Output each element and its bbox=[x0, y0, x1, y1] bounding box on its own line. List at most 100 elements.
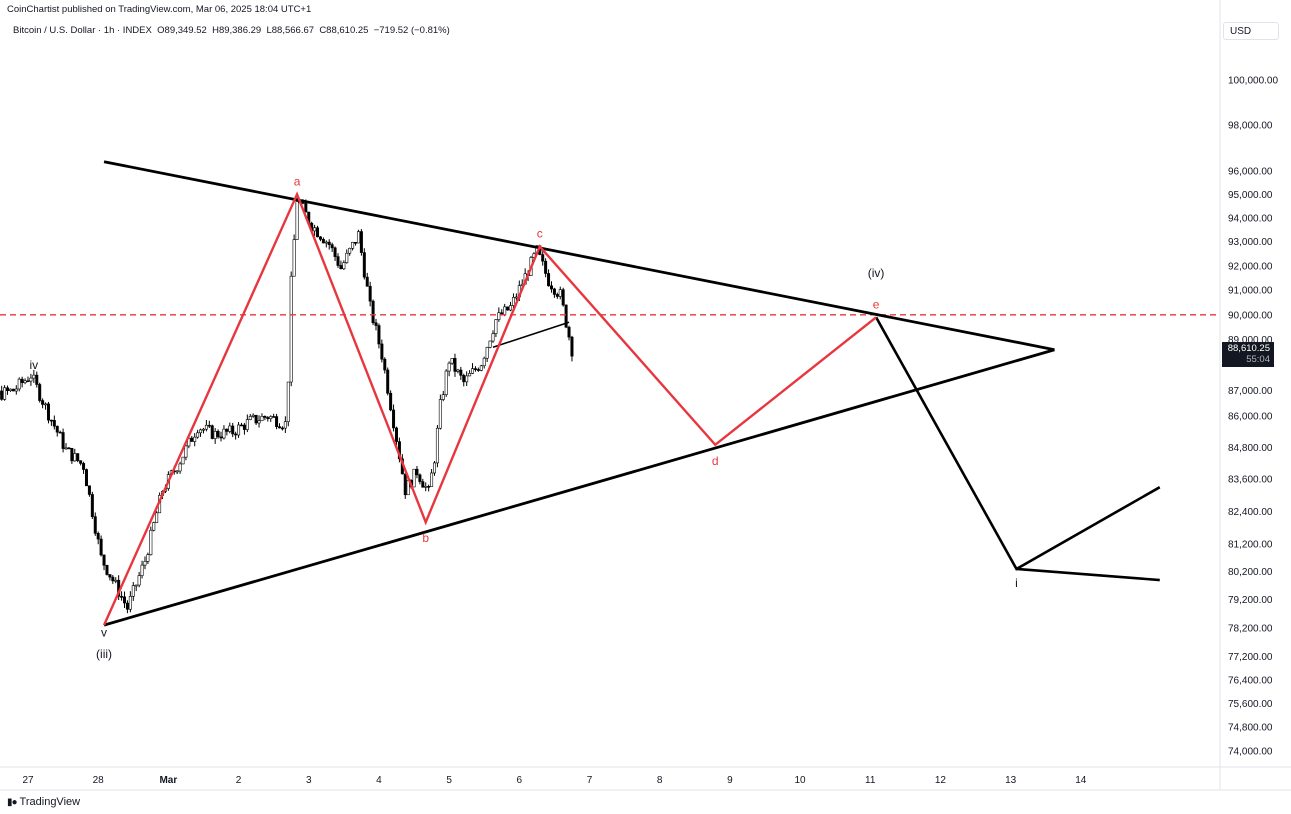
candle-body bbox=[146, 554, 150, 562]
candle-body bbox=[514, 296, 518, 299]
candle-body bbox=[219, 436, 223, 439]
time-tick-label: 14 bbox=[1075, 775, 1087, 786]
currency-button[interactable]: USD bbox=[1223, 22, 1279, 40]
candle-body bbox=[450, 358, 454, 364]
candle-body bbox=[175, 470, 179, 473]
price-tick-label: 81,200.00 bbox=[1228, 540, 1273, 551]
price-tick-label: 100,000.00 bbox=[1228, 76, 1278, 87]
candle-body bbox=[96, 533, 100, 540]
candle-body bbox=[155, 512, 159, 523]
candle-body bbox=[114, 579, 118, 582]
price-tick-label: 76,400.00 bbox=[1228, 675, 1273, 686]
candle-body bbox=[111, 576, 115, 582]
time-tick-label: 4 bbox=[376, 775, 382, 786]
candle-body bbox=[471, 368, 475, 374]
projection-tail[interactable] bbox=[1016, 567, 1160, 582]
trendline-small[interactable] bbox=[492, 321, 570, 348]
candle-body bbox=[8, 388, 12, 391]
trendline-lower[interactable] bbox=[103, 348, 1055, 627]
candle-body bbox=[79, 460, 83, 464]
candle-body bbox=[541, 254, 545, 262]
candle-body bbox=[316, 227, 320, 238]
candle-body bbox=[105, 564, 109, 575]
candle-body bbox=[386, 369, 390, 394]
candle-body bbox=[23, 380, 27, 384]
candle-body bbox=[280, 427, 284, 430]
price-tick-label: 94,000.00 bbox=[1228, 213, 1273, 224]
pattern-label-a: a bbox=[294, 174, 301, 188]
candle-body bbox=[549, 285, 553, 290]
candle-body bbox=[491, 333, 495, 342]
triangle-pattern-path[interactable] bbox=[102, 191, 877, 626]
price-tick-label: 75,600.00 bbox=[1228, 699, 1273, 710]
time-tick-label: 7 bbox=[587, 775, 593, 786]
candle-body bbox=[73, 453, 77, 462]
candle-body bbox=[444, 370, 448, 395]
candle-body bbox=[295, 201, 299, 240]
candle-body bbox=[134, 584, 138, 587]
candle-body bbox=[55, 425, 59, 433]
candle-body bbox=[70, 447, 74, 462]
candle-body bbox=[213, 431, 217, 439]
price-tick-label: 74,000.00 bbox=[1228, 747, 1273, 758]
candle-body bbox=[216, 431, 220, 438]
candle-body bbox=[234, 433, 238, 436]
time-tick-label: 5 bbox=[446, 775, 452, 786]
candle-body bbox=[251, 414, 255, 417]
candle-body bbox=[225, 428, 229, 432]
time-tick-label: 13 bbox=[1005, 775, 1017, 786]
candle-body bbox=[321, 239, 325, 244]
time-tick-label: 9 bbox=[727, 775, 733, 786]
candle-body bbox=[362, 252, 366, 278]
candle-body bbox=[289, 275, 293, 383]
candle-body bbox=[266, 417, 270, 419]
candle-body bbox=[304, 203, 308, 213]
candle-body bbox=[459, 369, 463, 376]
candle-body bbox=[330, 244, 334, 249]
candle-body bbox=[456, 369, 460, 372]
candle-body bbox=[497, 312, 501, 320]
price-tick-label: 84,800.00 bbox=[1228, 443, 1273, 454]
candle-body bbox=[494, 319, 498, 334]
candle-body bbox=[149, 529, 153, 555]
candle-body bbox=[128, 595, 132, 610]
symbol-name[interactable]: Bitcoin / U.S. Dollar · 1h · INDEX bbox=[13, 25, 152, 36]
candle-body bbox=[67, 447, 71, 450]
candle-body bbox=[11, 388, 15, 392]
candle-body bbox=[46, 403, 50, 421]
candle-body bbox=[3, 387, 7, 400]
price-tick-label: 91,000.00 bbox=[1228, 286, 1273, 297]
candle-body bbox=[345, 252, 349, 263]
candle-body bbox=[0, 390, 4, 400]
price-tick-label: 79,200.00 bbox=[1228, 595, 1273, 606]
candle-body bbox=[231, 425, 235, 435]
candle-body bbox=[441, 394, 445, 400]
candle-body bbox=[468, 373, 472, 377]
close-value: C88,610.25 bbox=[319, 25, 369, 36]
candle-body bbox=[544, 260, 548, 274]
low-value: L88,566.67 bbox=[266, 25, 315, 36]
candle-body bbox=[90, 494, 94, 517]
candle-body bbox=[193, 436, 197, 442]
high-value: H89,386.29 bbox=[212, 25, 262, 36]
projection-path[interactable] bbox=[874, 316, 1161, 571]
candle-body bbox=[339, 265, 343, 270]
pattern-label-c: c bbox=[537, 227, 543, 241]
candle-body bbox=[44, 403, 48, 406]
candle-body bbox=[359, 231, 363, 253]
tradingview-logo[interactable]: ▮● TradingView bbox=[7, 796, 80, 808]
candle-body bbox=[392, 409, 396, 429]
trendline-upper[interactable] bbox=[103, 160, 1055, 352]
time-tick-label: 27 bbox=[22, 775, 34, 786]
pattern-label-e: e bbox=[873, 297, 880, 311]
price-tick-label: 92,000.00 bbox=[1228, 261, 1273, 272]
candle-body bbox=[184, 445, 188, 458]
last-price-badge: 88,610.25 55:04 bbox=[1222, 342, 1274, 367]
candle-body bbox=[93, 516, 97, 534]
price-tick-label: 95,000.00 bbox=[1228, 190, 1273, 201]
candle-body bbox=[204, 424, 208, 430]
candle-body bbox=[327, 241, 331, 245]
time-tick-label: 6 bbox=[517, 775, 523, 786]
